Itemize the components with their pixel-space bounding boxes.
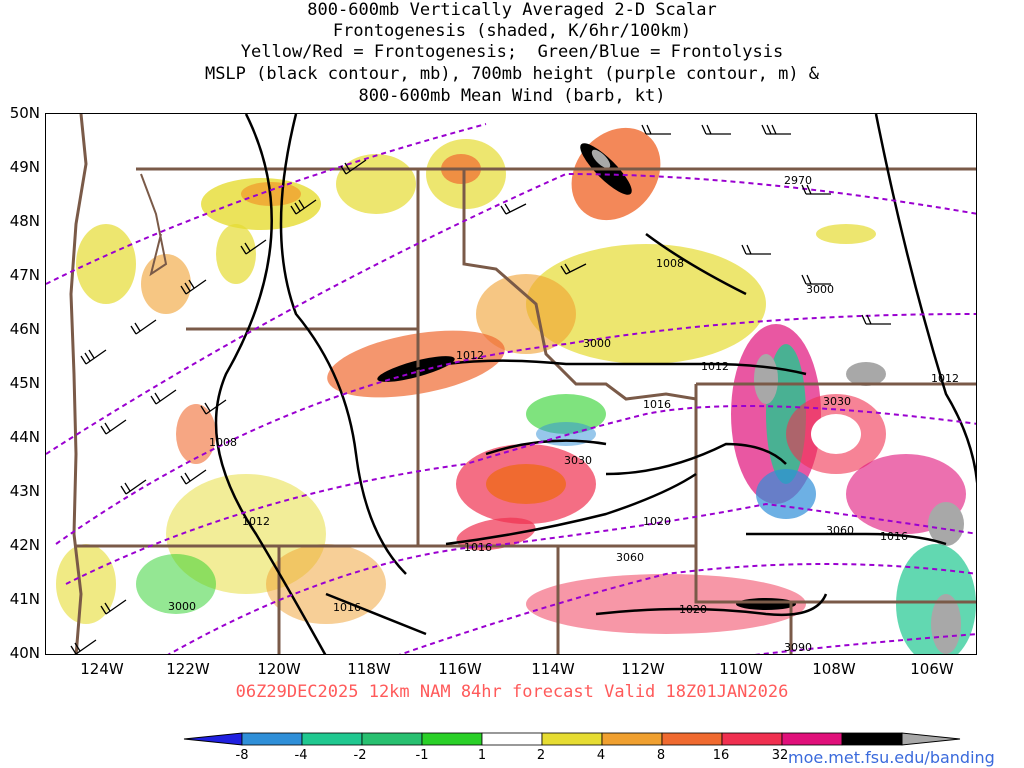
height-label: 3060 bbox=[826, 524, 854, 537]
colorbar-segment bbox=[301, 732, 363, 746]
mslp-label: 1012 bbox=[931, 372, 959, 385]
colorbar-segment bbox=[361, 732, 423, 746]
colorbar-segment bbox=[841, 732, 903, 746]
lon-label-112w: 112W bbox=[621, 660, 665, 678]
colorbar-label: 32 bbox=[771, 748, 789, 763]
colorbar-segment bbox=[481, 732, 543, 746]
colorbar-label: 1 bbox=[477, 748, 487, 763]
lat-label-43n: 43N bbox=[9, 482, 40, 500]
title-line-1: 800-600mb Vertically Averaged 2-D Scalar bbox=[307, 0, 717, 20]
mslp-label: 1008 bbox=[656, 257, 684, 270]
colorbar-segment bbox=[901, 732, 961, 746]
height-label: 3000 bbox=[583, 337, 611, 350]
height-label: 3030 bbox=[823, 395, 851, 408]
colorbar-segment bbox=[183, 732, 243, 746]
colorbar-segment bbox=[661, 732, 723, 746]
colorbar-segment bbox=[781, 732, 843, 746]
colorbar-segment bbox=[721, 732, 783, 746]
colorbar-segment bbox=[601, 732, 663, 746]
colorbar-segment bbox=[541, 732, 603, 746]
lat-label-50n: 50N bbox=[9, 104, 40, 122]
lat-label-45n: 45N bbox=[9, 374, 40, 392]
title-line-3: Yellow/Red = Frontogenesis; Green/Blue =… bbox=[240, 42, 784, 62]
colorbar-label: 16 bbox=[712, 748, 730, 763]
lon-label-116w: 116W bbox=[438, 660, 482, 678]
height-contours bbox=[46, 123, 976, 654]
lat-label-48n: 48N bbox=[9, 212, 40, 230]
lon-label-114w: 114W bbox=[531, 660, 575, 678]
mslp-labels: 1008 1012 1012 1016 1020 1016 1008 1012 … bbox=[209, 257, 959, 616]
colorbar-label: -4 bbox=[294, 748, 308, 763]
colorbar-label: -2 bbox=[353, 748, 367, 763]
height-label: 3000 bbox=[806, 283, 834, 296]
title-line-2: Frontogenesis (shaded, K/6hr/100km) bbox=[332, 21, 692, 41]
credit-link[interactable]: moe.met.fsu.edu/banding bbox=[788, 748, 995, 767]
mslp-label: 1016 bbox=[464, 541, 492, 554]
puget-sound bbox=[140, 173, 168, 277]
height-label: 3000 bbox=[168, 600, 196, 613]
lon-label-120w: 120W bbox=[257, 660, 301, 678]
map-panel: 1008 1012 1012 1016 1020 1016 1008 1012 … bbox=[45, 113, 977, 655]
coastline bbox=[69, 114, 88, 654]
lat-label-44n: 44N bbox=[9, 428, 40, 446]
lon-label-124w: 124W bbox=[80, 660, 124, 678]
lat-label-40n: 40N bbox=[9, 644, 40, 662]
mslp-label: 1020 bbox=[643, 515, 671, 528]
mslp-label: 1016 bbox=[880, 530, 908, 543]
height-label: 2970 bbox=[784, 174, 812, 187]
mslp-label: 1020 bbox=[679, 603, 707, 616]
colorbar-label: 8 bbox=[656, 748, 666, 763]
colorbar-segment bbox=[241, 732, 303, 746]
title-line-5: 800-600mb Mean Wind (barb, kt) bbox=[358, 86, 666, 106]
colorbar-label: 4 bbox=[596, 748, 606, 763]
colorbar-segment bbox=[421, 732, 483, 746]
height-label: 3090 bbox=[784, 641, 812, 654]
lat-label-41n: 41N bbox=[9, 590, 40, 608]
title-line-4: MSLP (black contour, mb), 700mb height (… bbox=[204, 64, 820, 84]
mslp-label: 1012 bbox=[701, 360, 729, 373]
lon-label-122w: 122W bbox=[166, 660, 210, 678]
mslp-label: 1016 bbox=[333, 601, 361, 614]
mslp-label: 1008 bbox=[209, 436, 237, 449]
wind-barbs bbox=[70, 124, 891, 654]
colorbar-label: 2 bbox=[536, 748, 546, 763]
mslp-label: 1012 bbox=[242, 515, 270, 528]
colorbar-label: -1 bbox=[415, 748, 429, 763]
lat-label-42n: 42N bbox=[9, 536, 40, 554]
map-svg: 1008 1012 1012 1016 1020 1016 1008 1012 … bbox=[46, 114, 976, 654]
mslp-contours bbox=[214, 114, 976, 654]
lon-label-110w: 110W bbox=[719, 660, 763, 678]
mslp-label: 1016 bbox=[643, 398, 671, 411]
frontogenesis-shading bbox=[56, 127, 976, 654]
colorbar bbox=[183, 732, 961, 746]
lat-label-49n: 49N bbox=[9, 158, 40, 176]
height-labels: 2970 3000 3000 3030 3060 3060 3030 3090 … bbox=[168, 174, 854, 654]
forecast-valid-text: 06Z29DEC2025 12km NAM 84hr forecast Vali… bbox=[235, 682, 789, 702]
lon-label-118w: 118W bbox=[347, 660, 391, 678]
mslp-label: 1012 bbox=[456, 349, 484, 362]
lat-label-46n: 46N bbox=[9, 320, 40, 338]
state-borders bbox=[76, 167, 976, 654]
height-label: 3030 bbox=[564, 454, 592, 467]
lon-label-108w: 108W bbox=[812, 660, 856, 678]
lon-label-106w: 106W bbox=[910, 660, 954, 678]
lat-label-47n: 47N bbox=[9, 266, 40, 284]
colorbar-label: -8 bbox=[235, 748, 249, 763]
height-label: 3060 bbox=[616, 551, 644, 564]
